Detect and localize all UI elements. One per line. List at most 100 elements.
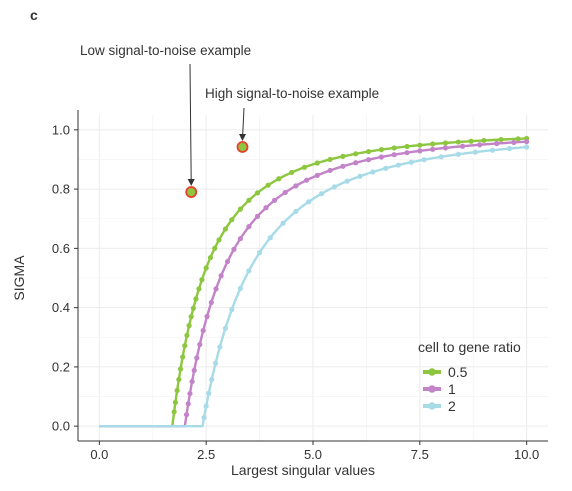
legend-label: 2 bbox=[448, 398, 456, 414]
series-point bbox=[289, 169, 295, 176]
series-point bbox=[187, 390, 193, 397]
series-point bbox=[280, 220, 286, 226]
series-point bbox=[455, 151, 461, 157]
x-tick-label: 10.0 bbox=[514, 447, 539, 462]
series-point bbox=[182, 343, 188, 349]
x-tick-label: 0.0 bbox=[90, 447, 108, 462]
series-point bbox=[301, 164, 308, 170]
series-point bbox=[203, 265, 209, 271]
series-point bbox=[229, 306, 235, 313]
series-point bbox=[391, 152, 397, 158]
series-point bbox=[395, 162, 402, 168]
series-point bbox=[293, 183, 299, 189]
series-point bbox=[177, 366, 184, 372]
series-point bbox=[417, 142, 423, 148]
legend-title: cell to gene ratio bbox=[418, 339, 521, 355]
series-point bbox=[172, 399, 179, 405]
series-point bbox=[186, 323, 192, 329]
series-point bbox=[494, 140, 500, 147]
series-point bbox=[314, 172, 320, 178]
series-point bbox=[472, 149, 478, 155]
series-point bbox=[176, 376, 182, 383]
series-point bbox=[421, 157, 427, 163]
series-point bbox=[197, 341, 203, 348]
series-point bbox=[194, 355, 200, 361]
legend-swatch-dot bbox=[428, 402, 436, 410]
series-point bbox=[430, 146, 436, 152]
series-point bbox=[174, 387, 180, 394]
y-tick-label: 0.2 bbox=[52, 359, 70, 374]
series-point bbox=[188, 314, 194, 320]
series-point bbox=[180, 354, 186, 360]
series-point bbox=[229, 217, 235, 223]
series-point bbox=[203, 403, 209, 409]
series-point bbox=[365, 157, 372, 163]
series-point bbox=[293, 208, 299, 215]
series-point bbox=[282, 189, 288, 196]
series-point bbox=[524, 139, 530, 145]
series-point bbox=[237, 285, 243, 292]
series-point bbox=[378, 154, 384, 160]
series-point bbox=[204, 313, 210, 320]
series-point bbox=[190, 305, 196, 311]
x-tick-label: 2.5 bbox=[197, 447, 215, 462]
series-point bbox=[481, 137, 487, 144]
series-point bbox=[256, 250, 263, 256]
series-point bbox=[189, 378, 195, 385]
series-point bbox=[216, 237, 222, 243]
series-point bbox=[196, 286, 202, 292]
series-point bbox=[276, 176, 282, 182]
series-point bbox=[468, 138, 474, 144]
annotation-arrow-line bbox=[242, 107, 245, 140]
series-point bbox=[344, 178, 350, 184]
series-point bbox=[184, 332, 190, 338]
x-axis-title: Largest singular values bbox=[231, 462, 375, 478]
series-point bbox=[489, 147, 496, 153]
series-point bbox=[459, 143, 466, 149]
series-point bbox=[438, 154, 444, 160]
series-point bbox=[370, 169, 376, 175]
series-point bbox=[353, 160, 359, 166]
series-point bbox=[442, 145, 449, 151]
series-point bbox=[191, 367, 197, 373]
series-point bbox=[222, 325, 229, 331]
series-point bbox=[378, 147, 384, 153]
x-tick-label: 7.5 bbox=[411, 447, 429, 462]
legend-label: 0.5 bbox=[448, 364, 468, 380]
series-point bbox=[524, 144, 530, 150]
legend-swatch-dot bbox=[428, 385, 436, 393]
axes: 0.0 2.5 5.0 7.5 10.0 0.0 0.2 0.4 0.6 0.8 1.0 Larges… bbox=[11, 110, 548, 478]
series-point bbox=[237, 236, 243, 242]
annotation-label: High signal-to-noise example bbox=[205, 86, 379, 101]
series-point bbox=[231, 246, 237, 252]
series-point bbox=[331, 184, 337, 190]
series-line-0_5 bbox=[99, 137, 527, 428]
series-point bbox=[455, 139, 461, 145]
series-point bbox=[224, 258, 231, 265]
series-point bbox=[193, 296, 199, 302]
grid bbox=[78, 115, 548, 441]
annotation-label: Low signal-to-noise example bbox=[80, 43, 251, 58]
series-point bbox=[365, 148, 372, 155]
legend-swatch-dot bbox=[428, 368, 436, 376]
series-point bbox=[271, 197, 278, 203]
series-point bbox=[246, 197, 252, 203]
series-point bbox=[267, 235, 273, 241]
highlight-point bbox=[185, 186, 198, 198]
series-point bbox=[200, 327, 206, 334]
series-point bbox=[511, 139, 517, 146]
series-point bbox=[477, 142, 483, 148]
annotation-arrow-line bbox=[189, 63, 192, 185]
series-point bbox=[430, 141, 436, 147]
series-point bbox=[206, 390, 212, 396]
series-point bbox=[314, 160, 320, 166]
series-point bbox=[498, 136, 504, 143]
y-tick-label: 0.4 bbox=[52, 300, 70, 315]
series-point bbox=[254, 190, 261, 196]
series-point bbox=[207, 254, 214, 261]
series-point bbox=[506, 145, 513, 152]
y-axis-title: SIGMA bbox=[11, 255, 27, 301]
series-point bbox=[340, 153, 346, 159]
series-point bbox=[306, 199, 312, 205]
